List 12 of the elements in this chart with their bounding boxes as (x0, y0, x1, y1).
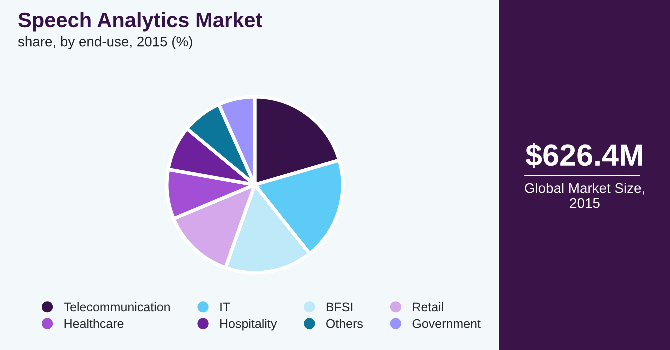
legend-label: Others (326, 319, 363, 328)
chart-title: Speech Analytics Market (18, 12, 262, 32)
legend-label: BFSI (326, 302, 353, 312)
legend-label: Retail (413, 302, 444, 312)
legend-label: Telecommunication (64, 302, 170, 312)
text: Global Market Size, 2015 (525, 183, 644, 208)
legend-label: Healthcare (64, 319, 124, 328)
chart-subtitle: share, by end-use, 2015 (%) (18, 36, 192, 50)
legend-label: Hospitality (220, 319, 278, 331)
legend-label: IT (220, 302, 230, 312)
text: $626.4M (526, 143, 642, 168)
legend-label: Government (412, 319, 481, 328)
